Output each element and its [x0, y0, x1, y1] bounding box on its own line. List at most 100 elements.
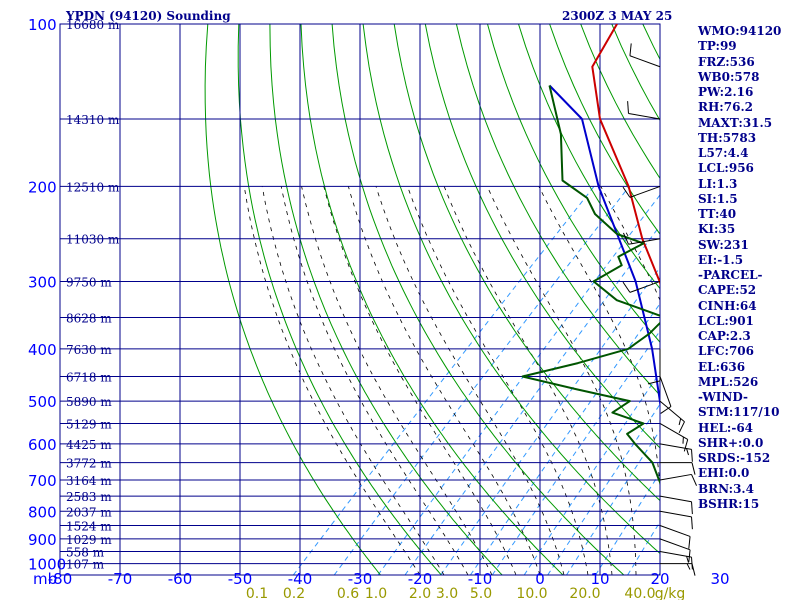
wind-barbs — [622, 43, 698, 576]
wind-barb-flag — [678, 421, 685, 434]
dry-adiabat — [487, 24, 660, 343]
wind-barb — [659, 525, 691, 549]
wind-barb — [659, 495, 693, 515]
wind-barb-staff — [659, 473, 692, 481]
wind-barb-staff — [659, 551, 692, 558]
stats-panel: WMO:94120 TP:99 FRZ:536 WB0:578 PW:2.16 RH:76… — [698, 24, 781, 512]
dewpoint-trace — [521, 85, 660, 485]
grid — [59, 23, 661, 576]
stat-item: RH:76.2 — [698, 100, 753, 115]
dry-adiabat — [362, 24, 660, 555]
temperature-tick-label: 10 — [590, 570, 609, 588]
dry-adiabat — [424, 24, 660, 449]
mixing-ratio-line — [377, 194, 660, 575]
stat-item: L57:4.4 — [698, 146, 749, 160]
time-title: 2300Z 3 MAY 25 — [562, 9, 673, 23]
height-label: 11030 m — [66, 233, 120, 247]
stat-item: PW:2.16 — [698, 85, 754, 99]
temperature-tick-label: -10 — [468, 570, 493, 588]
mixing-ratio-label: 10.0 — [516, 586, 547, 600]
mixing-ratio-line — [595, 471, 660, 575]
moist-adiabat — [301, 186, 493, 575]
dry-adiabat — [455, 24, 660, 396]
moist-adiabats — [243, 186, 800, 575]
pressure-tick-label: 500 — [28, 393, 57, 411]
stat-item: BRN:3.4 — [698, 481, 754, 496]
wind-barb-flag — [622, 186, 631, 198]
stat-item: LCL:901 — [698, 313, 754, 328]
height-label: 1524 m — [66, 519, 112, 533]
wind-barb-flag — [686, 563, 691, 570]
wind-barb — [659, 423, 689, 452]
mixing-ratio-line — [491, 330, 660, 575]
wind-barb-staff — [659, 400, 685, 423]
stat-item: SI:1.5 — [698, 191, 738, 206]
stat-item: CAP:2.3 — [698, 329, 751, 343]
temperature-tick-label: 30 — [710, 570, 729, 588]
height-label: 3772 m — [66, 457, 112, 471]
mixing-ratio-lines — [292, 186, 660, 575]
dry-adiabat — [204, 24, 381, 575]
mixing-ratio-label: 20.0 — [569, 586, 600, 600]
moist-adiabat — [348, 186, 541, 575]
mixing-ratio-line — [547, 403, 660, 575]
temperature-tick-label: -80 — [48, 570, 73, 588]
dry-adiabat — [331, 24, 625, 575]
dry-adiabat — [300, 24, 564, 575]
height-label: 4425 m — [66, 438, 112, 452]
stat-item: CINH:64 — [698, 298, 757, 313]
wind-barb-flag — [691, 501, 693, 515]
dry-adiabat — [269, 24, 503, 575]
wind-barb — [647, 348, 661, 385]
wind-barb-staff — [629, 280, 661, 293]
dry-adiabat — [518, 24, 660, 290]
moist-adiabat — [280, 186, 469, 575]
dry-adiabat — [393, 24, 660, 502]
mixing-ratio-line — [292, 186, 595, 575]
pressure-tick-label: 300 — [28, 273, 57, 291]
wind-barb — [659, 538, 691, 563]
height-label: 2583 m — [66, 490, 112, 504]
temperature-tick-label: -20 — [408, 570, 433, 588]
moist-adiabat — [780, 186, 800, 575]
mixing-ratio-line — [333, 186, 630, 575]
wind-barb-flag — [660, 406, 672, 414]
height-label: 3164 m — [66, 474, 112, 488]
stat-item: SRDS:-152 — [698, 451, 771, 465]
height-label: 1029 m — [66, 533, 112, 547]
wind-barb — [659, 510, 693, 530]
temperature-tick-label: -60 — [168, 570, 193, 588]
wind-barb-staff — [659, 510, 692, 518]
wind-barb-staff — [659, 495, 692, 503]
height-label: 5890 m — [66, 395, 112, 409]
pressure-tick-label: 1000 — [28, 556, 66, 574]
stat-item: WB0:578 — [698, 69, 760, 84]
dry-adiabat — [237, 24, 442, 575]
wind-barb-staff — [659, 423, 688, 440]
stat-item: TH:5783 — [698, 130, 757, 145]
wind-barb — [659, 443, 693, 462]
pressure-tick-label: 100 — [28, 16, 57, 34]
temperature-trace — [591, 24, 660, 286]
mixing-ratio-label: 0.1 — [246, 586, 268, 600]
height-label: 8628 m — [66, 312, 112, 326]
pressure-tick-label: 200 — [28, 178, 57, 196]
wind-barb-flag — [629, 43, 632, 56]
mixing-ratio-line — [469, 302, 660, 575]
pressure-tick-label: 700 — [28, 472, 57, 490]
wind-barb — [659, 376, 672, 414]
moist-adiabat — [486, 186, 637, 575]
stat-item: FRZ:536 — [698, 54, 755, 69]
wind-barb-staff — [659, 376, 672, 407]
height-label: 558 m — [66, 546, 105, 560]
stat-item: WMO:94120 — [698, 24, 782, 38]
temperature-tick-label: -40 — [288, 570, 313, 588]
wind-barb-staff — [629, 185, 661, 198]
wind-barb — [622, 280, 661, 293]
height-label: 5129 m — [66, 417, 112, 431]
wind-barb-flag — [688, 536, 691, 549]
wind-barb-flag — [691, 474, 698, 486]
wind-barb-flag — [678, 418, 682, 426]
wind-barb — [627, 101, 661, 120]
